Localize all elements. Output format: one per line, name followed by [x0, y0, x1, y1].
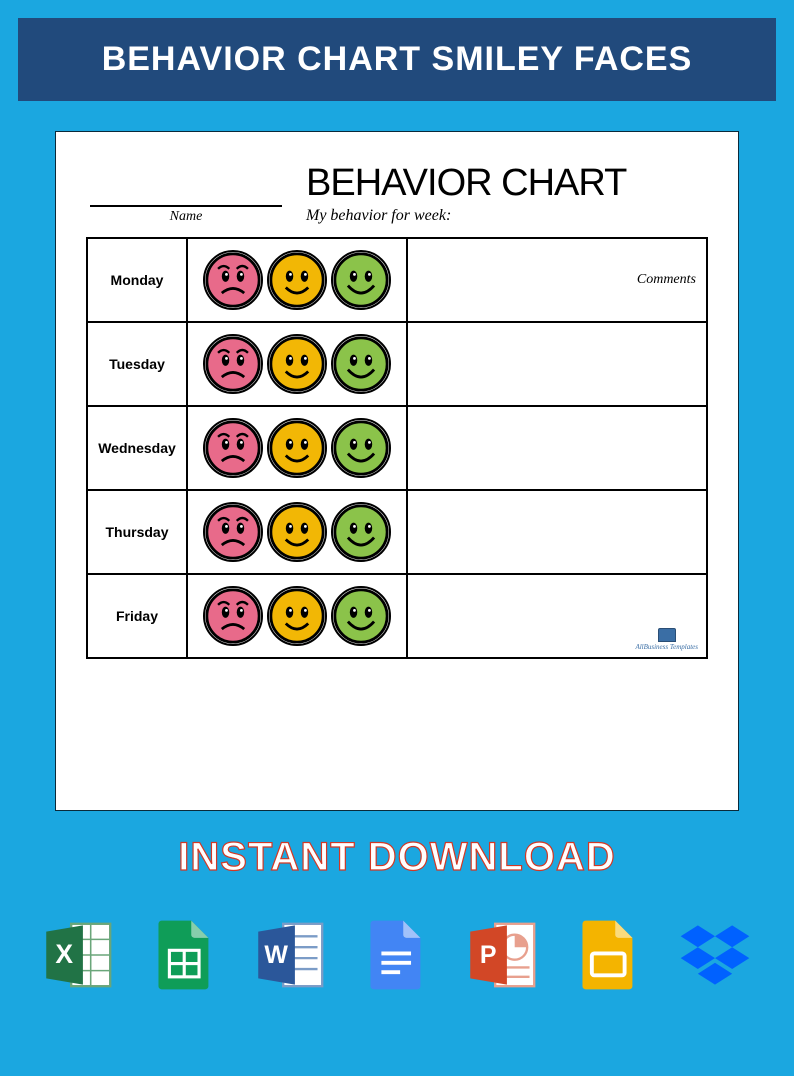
faces-cell [187, 406, 407, 490]
faces-cell [187, 574, 407, 658]
google-docs-icon[interactable] [358, 916, 436, 994]
comments-cell [407, 406, 707, 490]
app-icons-row: X W P [40, 916, 754, 994]
comments-cell [407, 490, 707, 574]
comments-cell: Comments [407, 238, 707, 322]
neutral-face-icon[interactable] [267, 250, 327, 310]
neutral-face-icon[interactable] [267, 502, 327, 562]
name-label: Name [86, 209, 286, 225]
faces-cell [187, 322, 407, 406]
sad-face-icon[interactable] [203, 334, 263, 394]
sad-face-icon[interactable] [203, 418, 263, 478]
happy-face-icon[interactable] [331, 502, 391, 562]
comments-cell [407, 322, 707, 406]
neutral-face-icon[interactable] [267, 586, 327, 646]
powerpoint-icon[interactable]: P [464, 916, 542, 994]
excel-icon[interactable]: X [40, 916, 118, 994]
table-row: Wednesday [87, 406, 707, 490]
comments-cell: AllBusiness Templates [407, 574, 707, 658]
svg-text:P: P [480, 941, 497, 969]
name-input-line [90, 179, 282, 207]
behavior-table: Monday CommentsTuesday [86, 237, 708, 659]
faces-cell [187, 490, 407, 574]
day-cell: Wednesday [87, 406, 187, 490]
download-text: INSTANT DOWNLOAD [178, 835, 615, 879]
day-cell: Thursday [87, 490, 187, 574]
document-preview: Name BEHAVIOR CHART My behavior for week… [55, 131, 739, 811]
table-row: Tuesday [87, 322, 707, 406]
dropbox-icon[interactable] [676, 916, 754, 994]
table-row: Monday Comments [87, 238, 707, 322]
day-cell: Monday [87, 238, 187, 322]
happy-face-icon[interactable] [331, 334, 391, 394]
page-header: BEHAVIOR CHART SMILEY FACES [18, 18, 776, 101]
faces-cell [187, 238, 407, 322]
document-title: BEHAVIOR CHART [306, 162, 626, 205]
header-title: BEHAVIOR CHART SMILEY FACES [102, 40, 693, 78]
download-banner: INSTANT DOWNLOAD [0, 835, 794, 880]
watermark: AllBusiness Templates [635, 628, 698, 651]
sad-face-icon[interactable] [203, 250, 263, 310]
neutral-face-icon[interactable] [267, 334, 327, 394]
happy-face-icon[interactable] [331, 418, 391, 478]
sad-face-icon[interactable] [203, 586, 263, 646]
document-subtitle: My behavior for week: [306, 207, 626, 225]
happy-face-icon[interactable] [331, 250, 391, 310]
name-block: Name [86, 179, 286, 225]
comments-label: Comments [637, 272, 696, 287]
word-icon[interactable]: W [252, 916, 330, 994]
table-row: Thursday [87, 490, 707, 574]
title-block: BEHAVIOR CHART My behavior for week: [306, 162, 626, 225]
table-row: Friday AllBusiness Templates [87, 574, 707, 658]
document-header: Name BEHAVIOR CHART My behavior for week… [86, 162, 708, 225]
svg-text:X: X [55, 939, 73, 969]
happy-face-icon[interactable] [331, 586, 391, 646]
sad-face-icon[interactable] [203, 502, 263, 562]
google-sheets-icon[interactable] [146, 916, 224, 994]
google-slides-icon[interactable] [570, 916, 648, 994]
neutral-face-icon[interactable] [267, 418, 327, 478]
day-cell: Tuesday [87, 322, 187, 406]
svg-text:W: W [264, 941, 288, 969]
day-cell: Friday [87, 574, 187, 658]
